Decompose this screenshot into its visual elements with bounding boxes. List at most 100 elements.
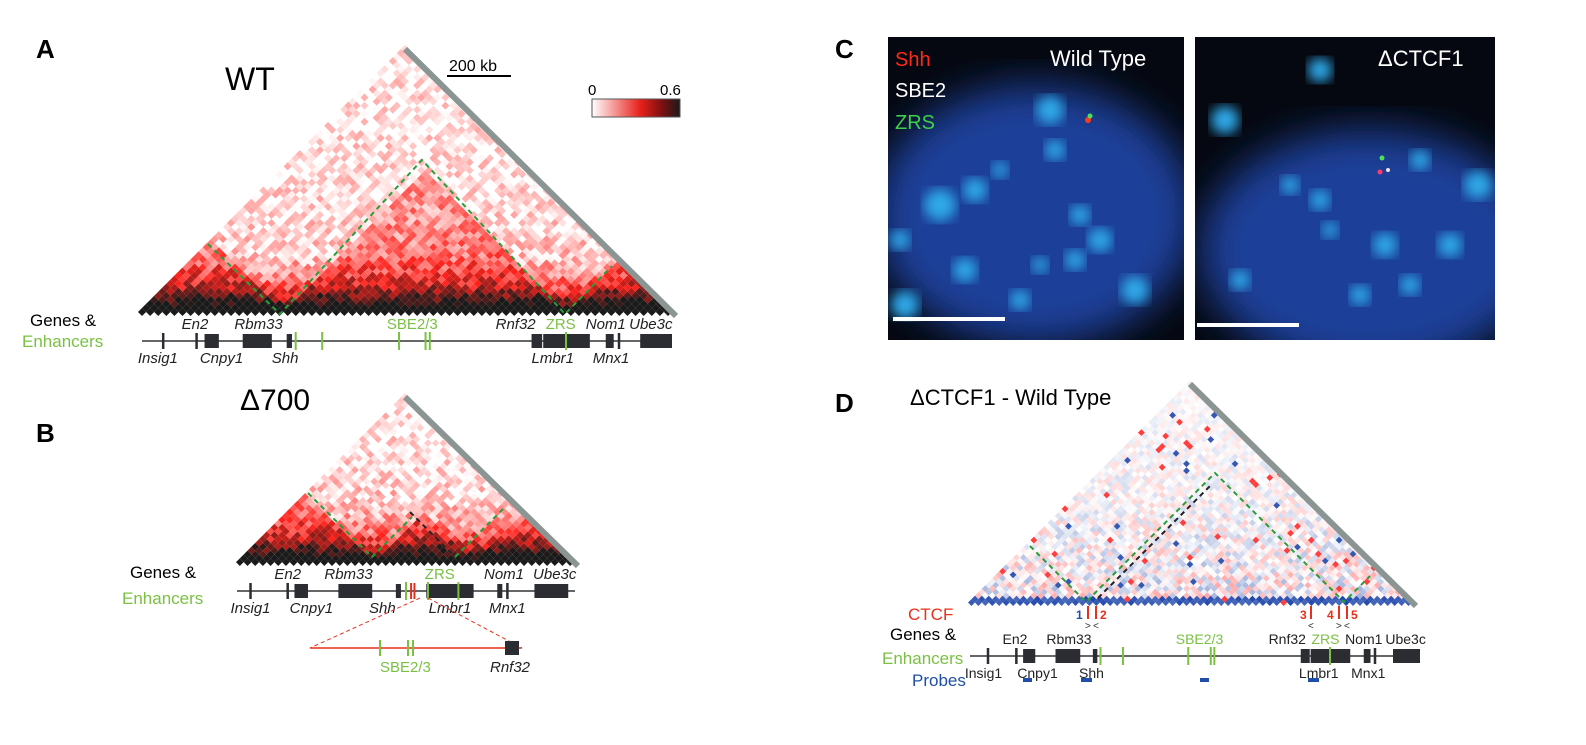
heatmap-cell bbox=[328, 466, 336, 474]
heatmap-cell bbox=[546, 231, 555, 240]
heatmap-cell bbox=[251, 550, 260, 559]
heatmap-cell bbox=[441, 263, 450, 272]
heatmap-cell bbox=[530, 295, 539, 304]
heatmap-cell bbox=[498, 271, 507, 280]
heatmap-cell bbox=[385, 454, 394, 463]
heatmap-cell bbox=[494, 267, 503, 276]
heatmap-cell bbox=[206, 239, 215, 248]
heatmap-cell bbox=[356, 129, 365, 138]
heatmap-cell bbox=[278, 531, 286, 540]
heatmap-cell bbox=[320, 150, 329, 159]
heatmap-cell bbox=[449, 214, 458, 223]
heatmap-cell bbox=[362, 439, 371, 447]
heatmap-cell bbox=[166, 303, 175, 312]
heatmap-cell bbox=[441, 287, 450, 296]
heatmap-cell bbox=[489, 198, 499, 207]
heatmap-cell bbox=[270, 539, 279, 547]
heatmap-cell bbox=[433, 142, 442, 151]
heatmap-cell bbox=[400, 101, 410, 110]
heatmap-cell bbox=[477, 210, 486, 219]
heatmap-cell bbox=[366, 450, 375, 459]
heatmap-cell bbox=[380, 210, 389, 219]
heatmap-cell bbox=[271, 222, 280, 232]
heatmap-cell bbox=[397, 404, 405, 413]
heatmap-cell bbox=[405, 194, 414, 203]
heatmap-cell bbox=[457, 125, 466, 134]
heatmap-cell bbox=[218, 283, 227, 292]
gene-block bbox=[534, 584, 569, 598]
heatmap-cell bbox=[510, 267, 519, 276]
heatmap-cell bbox=[316, 218, 325, 227]
heatmap-cell bbox=[378, 423, 386, 432]
heatmap-cell bbox=[251, 558, 260, 566]
chromocenter bbox=[1310, 190, 1330, 210]
heatmap-cell bbox=[227, 291, 236, 300]
heatmap-cell bbox=[469, 138, 478, 147]
heatmap-cell bbox=[522, 222, 531, 232]
heatmap-cell bbox=[166, 287, 175, 296]
heatmap-cell bbox=[425, 182, 434, 191]
heatmap-cell bbox=[178, 299, 187, 308]
heatmap-cell bbox=[372, 243, 381, 252]
heatmap-cell bbox=[255, 190, 264, 199]
heatmap-cell bbox=[255, 287, 264, 296]
heatmap-cell bbox=[262, 554, 271, 563]
heatmap-cell bbox=[255, 279, 264, 288]
heatmap-cell bbox=[210, 299, 219, 308]
heatmap-cell bbox=[574, 267, 583, 276]
heatmap-cell bbox=[542, 218, 551, 227]
heatmap-cell bbox=[227, 275, 236, 284]
heatmap-cell bbox=[311, 303, 321, 312]
heatmap-cell bbox=[562, 247, 571, 256]
heatmap-cell bbox=[311, 231, 321, 240]
heatmap-cell bbox=[259, 194, 268, 203]
heatmap-cell bbox=[368, 182, 377, 191]
heatmap-cell bbox=[518, 210, 527, 219]
heatmap-cell bbox=[558, 227, 567, 236]
heatmap-cell bbox=[291, 259, 300, 268]
heatmap-cell bbox=[485, 235, 494, 244]
chromocenter bbox=[1032, 257, 1048, 273]
heatmap-cell bbox=[344, 239, 353, 248]
heatmap-cell bbox=[262, 546, 271, 555]
heatmap-cell bbox=[231, 279, 240, 288]
heatmap-cell bbox=[332, 508, 340, 517]
heatmap-cell bbox=[255, 222, 264, 232]
heatmap-cell bbox=[510, 170, 519, 179]
heatmap-cell bbox=[311, 174, 321, 183]
heatmap-cell bbox=[489, 239, 499, 248]
heatmap-cell bbox=[316, 138, 325, 147]
heatmap-cell bbox=[307, 202, 316, 211]
heatmap-cell bbox=[287, 214, 296, 223]
heatmap-cell bbox=[518, 194, 527, 203]
heatmap-cell bbox=[328, 206, 337, 215]
heatmap-cell bbox=[332, 194, 341, 203]
heatmap-cell bbox=[651, 303, 660, 312]
heatmap-cell bbox=[574, 243, 583, 252]
heatmap-cell bbox=[441, 247, 450, 256]
chromocenter bbox=[924, 189, 956, 221]
heatmap-cell bbox=[518, 227, 527, 236]
heatmap-cell bbox=[392, 214, 401, 223]
heatmap-cell bbox=[526, 186, 535, 195]
heatmap-cell bbox=[388, 121, 397, 130]
heatmap-cell bbox=[227, 307, 236, 316]
heatmap-cell bbox=[522, 182, 531, 191]
heatmap-cell bbox=[182, 295, 191, 304]
heatmap-cell bbox=[393, 469, 402, 478]
heatmap-cell bbox=[368, 190, 377, 199]
heatmap-cell bbox=[425, 295, 434, 304]
heatmap-cell bbox=[259, 235, 268, 244]
heatmap-cell bbox=[429, 178, 438, 187]
heatmap-cell bbox=[380, 291, 389, 300]
heatmap-cell bbox=[295, 222, 304, 232]
heatmap-cell bbox=[275, 186, 284, 195]
heatmap-cell bbox=[461, 283, 470, 292]
heatmap-cell bbox=[623, 299, 632, 308]
heatmap-cell bbox=[275, 243, 284, 252]
gene-block bbox=[395, 584, 401, 598]
heatmap-cell bbox=[328, 263, 337, 272]
heatmap-cell bbox=[518, 267, 527, 276]
heatmap-cell bbox=[270, 531, 279, 540]
heatmap-cell bbox=[619, 295, 628, 304]
